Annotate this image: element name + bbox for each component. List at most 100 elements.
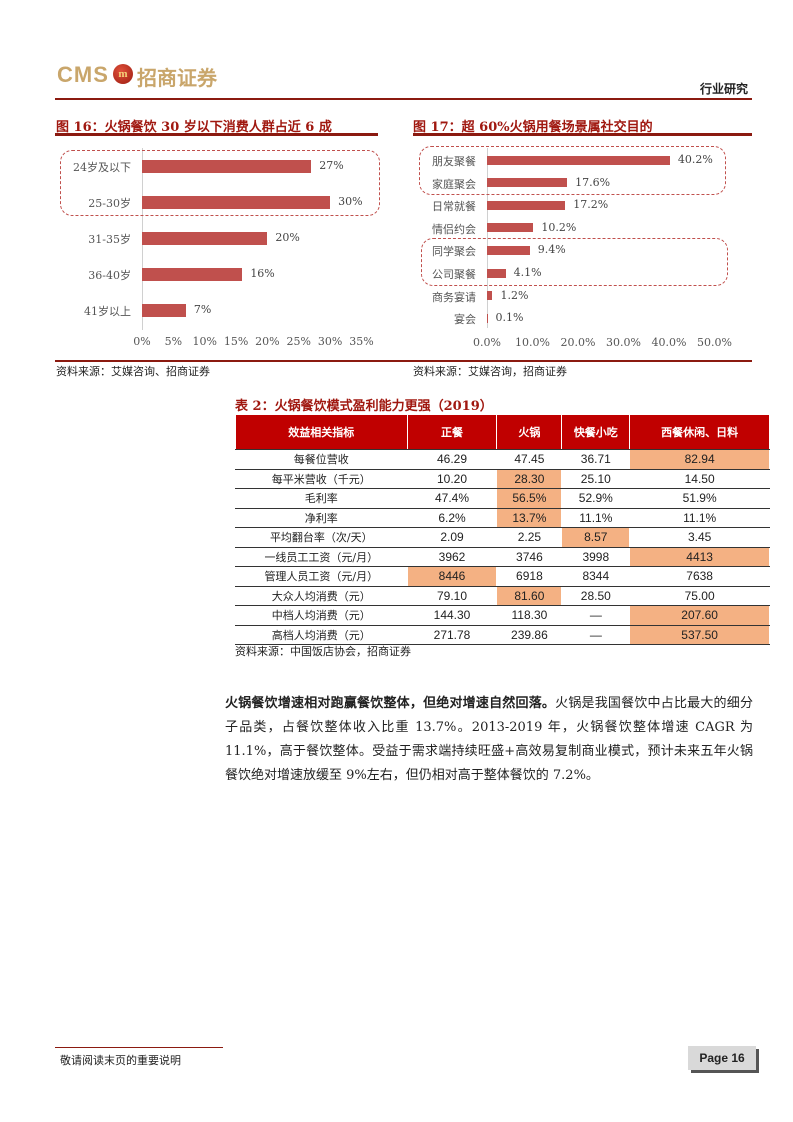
x-tick-label: 15% bbox=[223, 335, 249, 348]
table-cell: 11.1% bbox=[629, 507, 770, 528]
highlight-box bbox=[419, 146, 726, 195]
table-cell: 56.5% bbox=[496, 488, 563, 509]
x-tick-label: 30% bbox=[317, 335, 343, 348]
category-label: 31-35岁 bbox=[88, 233, 131, 246]
logo-company-name: 招商证券 bbox=[137, 66, 217, 90]
paragraph-text: 火锅是我国餐饮中占比最大的细分子品类，占餐饮整体收入比重 13.7%。2013-… bbox=[225, 696, 753, 783]
x-tick-label: 0% bbox=[133, 335, 151, 348]
row-label: 平均翻台率（次/天） bbox=[235, 527, 408, 548]
data-label: 7% bbox=[193, 303, 212, 316]
table-row: 每平米营收（千元） 10.20 28.30 25.10 14.50 bbox=[235, 468, 770, 489]
category-label: 日常就餐 bbox=[432, 200, 476, 214]
table-cell: 3746 bbox=[496, 546, 563, 567]
table-cell: 28.50 bbox=[561, 585, 631, 606]
row-label: 大众人均消费（元） bbox=[235, 585, 408, 606]
row-label: 每餐位营收 bbox=[235, 449, 408, 470]
footer-divider bbox=[55, 1047, 223, 1048]
section-label: 行业研究 bbox=[700, 82, 749, 96]
table-cell: 47.4% bbox=[406, 488, 498, 509]
table-cell: 11.1% bbox=[561, 507, 631, 528]
category-label: 商务宴请 bbox=[432, 290, 476, 304]
bar bbox=[142, 267, 243, 281]
data-label: 9.4% bbox=[537, 243, 566, 257]
figure17-title-underline bbox=[413, 133, 752, 136]
table-row: 毛利率 47.4% 56.5% 52.9% 51.9% bbox=[235, 488, 770, 509]
table-cell: 8446 bbox=[406, 566, 498, 587]
data-label: 40.2% bbox=[677, 153, 713, 166]
data-label: 17.6% bbox=[575, 175, 611, 189]
table-cell: 7638 bbox=[629, 566, 770, 587]
data-label: 27% bbox=[319, 159, 344, 172]
table-header-cell: 快餐小吃 bbox=[561, 414, 631, 450]
bar bbox=[142, 231, 268, 245]
table-cell: 28.30 bbox=[496, 468, 563, 489]
table-cell: 6.2% bbox=[406, 507, 498, 528]
row-label: 每平米营收（千元） bbox=[235, 468, 408, 489]
x-tick-label: 50.0% bbox=[697, 336, 732, 349]
table-cell: 144.30 bbox=[406, 605, 498, 626]
data-label: 30% bbox=[338, 195, 363, 208]
category-label: 36-40岁 bbox=[88, 269, 131, 282]
x-tick-label: 0.0% bbox=[473, 336, 501, 349]
footer-notice: 敬请阅读末页的重要说明 bbox=[60, 1054, 181, 1067]
table-row: 管理人员工资（元/月） 8446 6918 8344 7638 bbox=[235, 566, 770, 587]
data-label: 0.1% bbox=[495, 311, 524, 325]
table-cell: 118.30 bbox=[496, 605, 563, 626]
table-cell: 537.50 bbox=[629, 624, 770, 645]
table-cell: — bbox=[561, 605, 631, 626]
table-cell: 81.60 bbox=[496, 585, 563, 606]
row-label: 净利率 bbox=[235, 507, 408, 528]
bar bbox=[142, 159, 312, 173]
table-cell: 6918 bbox=[496, 566, 563, 587]
data-label: 1.2% bbox=[500, 288, 529, 302]
body-paragraph: 火锅餐饮增速相对跑赢餐饮整体，但绝对增速自然回落。火锅是我国餐饮中占比最大的细分… bbox=[225, 692, 753, 788]
bar bbox=[487, 291, 493, 301]
table-cell: 239.86 bbox=[496, 624, 563, 645]
figure17-source: 资料来源：艾媒咨询，招商证券 bbox=[413, 365, 567, 378]
data-label: 10.2% bbox=[541, 220, 577, 234]
table-cell: 2.25 bbox=[496, 527, 563, 548]
row-label: 中档人均消费（元） bbox=[235, 605, 408, 626]
category-label: 同学聚会 bbox=[432, 245, 476, 259]
table-cell: 13.7% bbox=[496, 507, 563, 528]
row-label: 一线员工工资（元/月） bbox=[235, 546, 408, 567]
row-label: 高档人均消费（元） bbox=[235, 624, 408, 645]
table-cell: 8344 bbox=[561, 566, 631, 587]
page-number: Page 16 bbox=[688, 1046, 756, 1070]
bar bbox=[487, 200, 566, 210]
table2-title: 表 2：火锅餐饮模式盈利能力更强（2019） bbox=[235, 399, 493, 414]
table-cell: 79.10 bbox=[406, 585, 498, 606]
bar bbox=[142, 195, 331, 209]
figure16-source: 资料来源：艾媒咨询、招商证券 bbox=[56, 365, 210, 378]
x-tick-label: 40.0% bbox=[651, 336, 687, 349]
x-tick-label: 30.0% bbox=[606, 336, 641, 349]
table-row: 高档人均消费（元） 271.78 239.86—537.50 bbox=[235, 624, 770, 645]
category-label: 宴会 bbox=[454, 313, 476, 327]
table-row: 一线员工工资（元/月） 3962 3746 3998 4413 bbox=[235, 546, 770, 567]
x-tick-label: 20.0% bbox=[560, 336, 596, 349]
table-cell: 3.45 bbox=[629, 527, 770, 548]
bar bbox=[487, 223, 534, 233]
row-label: 毛利率 bbox=[235, 488, 408, 509]
table-cell: 51.9% bbox=[629, 488, 770, 509]
x-tick-label: 35% bbox=[349, 335, 374, 348]
data-label: 4.1% bbox=[513, 266, 542, 279]
data-label: 20% bbox=[275, 231, 300, 244]
logo-cms: CMS bbox=[57, 62, 109, 87]
table-cell: 14.50 bbox=[629, 468, 770, 489]
category-label: 朋友聚餐 bbox=[432, 155, 476, 168]
bar bbox=[487, 155, 670, 165]
bar bbox=[487, 268, 506, 278]
table2: 效益相关指标 正餐 火锅 快餐小吃 西餐休闲、日料 每餐位营收 46.29 47.45 36.7… bbox=[235, 414, 770, 645]
table-row: 净利率 6.2% 13.7% 11.1% 11.1% bbox=[235, 507, 770, 528]
figure17-title: 图 17：超 60%火锅用餐场景属社交目的 bbox=[413, 120, 653, 135]
category-label: 情侣约会 bbox=[432, 222, 476, 236]
table-header-cell: 火锅 bbox=[496, 414, 563, 450]
bar bbox=[487, 178, 568, 188]
figure16-title-underline bbox=[55, 133, 378, 136]
table-row: 大众人均消费（元） 79.10 81.60 28.50 75.00 bbox=[235, 585, 770, 606]
table-row: 每餐位营收 46.29 47.45 36.71 82.94 bbox=[235, 449, 770, 470]
paragraph-lead: 火锅餐饮增速相对跑赢餐饮整体，但绝对增速自然回落。 bbox=[225, 696, 556, 711]
table-cell: 46.29 bbox=[406, 449, 498, 470]
